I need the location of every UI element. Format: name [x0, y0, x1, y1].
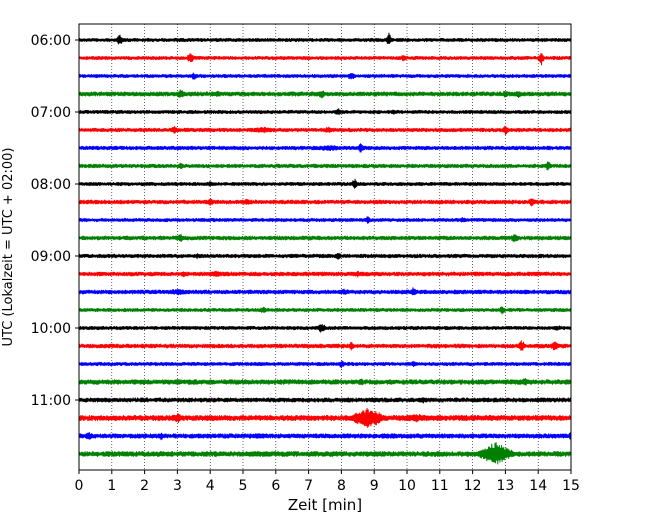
trace-line — [78, 377, 572, 386]
y-tick-label: 06:00 — [31, 33, 71, 49]
trace-line — [78, 198, 572, 207]
x-tick-label: 2 — [140, 478, 149, 494]
trace-line — [78, 108, 572, 116]
x-tick-label: 11 — [431, 478, 449, 494]
trace-line — [78, 216, 572, 224]
plot-frame — [78, 23, 572, 471]
x-tick-label: 5 — [239, 478, 248, 494]
trace-line — [78, 324, 572, 333]
trace-line — [78, 287, 572, 296]
trace-line — [78, 252, 572, 260]
y-axis-label: UTC (Lokalzeit = UTC + 02:00) — [1, 148, 16, 347]
x-tick-label: 0 — [75, 478, 84, 494]
y-tick-label: 11:00 — [31, 393, 71, 409]
trace-line — [78, 306, 572, 315]
seismic-traces — [78, 32, 572, 465]
trace-line — [78, 397, 572, 404]
plot-area — [79, 24, 571, 470]
x-tick-label: 9 — [370, 478, 379, 494]
trace-line — [78, 432, 572, 442]
trace-line — [78, 234, 572, 243]
trace-line — [78, 178, 572, 189]
y-tick-label: 07:00 — [31, 105, 71, 121]
x-tick-label: 6 — [271, 478, 280, 494]
trace-line — [78, 53, 572, 66]
x-tick-label: 15 — [562, 478, 580, 494]
grid-lines — [111, 24, 539, 470]
x-tick-label: 4 — [206, 478, 215, 494]
x-tick-label: 3 — [173, 478, 182, 494]
x-tick-label: 14 — [529, 478, 547, 494]
trace-line — [78, 72, 572, 80]
y-tick-label: 08:00 — [31, 177, 71, 193]
trace-line — [78, 407, 572, 428]
y-axis-ticks: 06:00 07:00 08:00 09:00 10:00 11:00 — [31, 33, 79, 409]
x-tick-label: 8 — [337, 478, 346, 494]
x-tick-label: 13 — [496, 478, 514, 494]
x-tick-label: 1 — [107, 478, 116, 494]
trace-line — [78, 270, 572, 278]
x-tick-label: 12 — [464, 478, 482, 494]
trace-line — [78, 340, 572, 351]
trace-line — [78, 143, 572, 153]
y-tick-label: 09:00 — [31, 249, 71, 265]
y-tick-label: 10:00 — [31, 321, 71, 337]
trace-line — [78, 125, 572, 136]
x-tick-label: 7 — [304, 478, 313, 494]
trace-line — [78, 161, 572, 171]
x-axis-ticks: 0 1 2 3 4 5 6 7 8 9 10 11 12 13 14 15 — [75, 470, 580, 494]
trace-line — [78, 89, 572, 99]
trace-line — [78, 32, 572, 45]
trace-line — [78, 442, 572, 465]
x-tick-label: 10 — [398, 478, 416, 494]
x-axis-label: Zeit [min] — [288, 496, 362, 514]
trace-line — [78, 360, 572, 369]
